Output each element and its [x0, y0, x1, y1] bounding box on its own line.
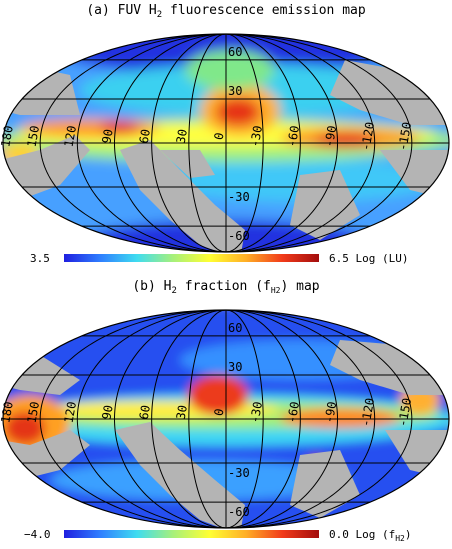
- longitude-label: 60: [137, 404, 153, 421]
- longitude-label: -120: [358, 121, 377, 152]
- fuv-emission-map: 180 150 120 90 60 30 0 -30 -60 -90 -120 -150 60 30 -3…: [0, 33, 450, 253]
- longitude-label: 150: [24, 124, 42, 148]
- longitude-label: 120: [62, 124, 80, 148]
- colorbar-b-min: −4.0: [24, 528, 51, 541]
- colorbar-a-max: 6.5 Log (LU): [329, 252, 408, 265]
- latitude-label: 30: [228, 360, 242, 374]
- emission-hotspot-right: [315, 132, 375, 148]
- fraction-left-red: [5, 412, 45, 444]
- longitude-label: 30: [174, 128, 190, 145]
- colorbar-a-min: 3.5: [30, 252, 50, 265]
- fraction-center-red: [188, 375, 248, 415]
- emission-hotspot-left: [100, 121, 140, 135]
- longitude-label: 120: [62, 400, 80, 424]
- latitude-label: -60: [228, 505, 250, 519]
- longitude-label: 0: [212, 408, 227, 418]
- graticule: [3, 309, 449, 529]
- emission-central-core: [216, 98, 260, 126]
- latitude-label: 60: [228, 321, 242, 335]
- longitude-label: -120: [358, 397, 377, 428]
- longitude-label: -60: [285, 124, 303, 148]
- longitude-label: -60: [285, 400, 303, 424]
- latitude-label: 30: [228, 84, 242, 98]
- latitude-label: -60: [228, 229, 250, 243]
- panel-a-title: (a) FUV H2 fluorescence emission map: [86, 3, 366, 20]
- longitude-label: 180: [0, 124, 16, 148]
- nodata-arc-south: [120, 140, 245, 252]
- panel-b-title: (b) H2 fraction (fH2) map: [132, 279, 319, 296]
- colorbar-b: [64, 530, 319, 538]
- longitude-labels: 180 150 120 90 60 30 0 -30 -60 -90 -120 -150: [0, 121, 414, 152]
- latitude-labels: 60 30 -30 -60: [228, 45, 250, 243]
- h2-fraction-map: 180 150 120 90 60 30 0 -30 -60 -90 -120 -150 60 30 -3…: [0, 309, 450, 529]
- longitude-label: -150: [395, 121, 414, 152]
- longitude-label: -30: [247, 400, 265, 424]
- longitude-label: -90: [322, 400, 340, 424]
- latitude-label: -30: [228, 466, 250, 480]
- longitude-label: -150: [395, 397, 414, 428]
- longitude-label: -90: [322, 124, 340, 148]
- colorbar-a: [64, 254, 319, 262]
- map-outline: [2, 309, 450, 529]
- longitude-label: -30: [247, 124, 265, 148]
- nodata-bottom-right: [290, 450, 360, 518]
- graticule: [3, 33, 449, 253]
- longitude-label: 30: [174, 404, 190, 421]
- colorbar-b-max: 0.0 Log (fH2): [329, 528, 412, 543]
- longitude-label: 150: [24, 400, 42, 424]
- longitude-label: 180: [0, 400, 16, 424]
- fraction-right-orange: [280, 408, 400, 428]
- longitude-label: 60: [137, 128, 153, 145]
- nodata-center-south: [160, 150, 215, 178]
- latitude-label: 60: [228, 45, 242, 59]
- nodata-arc-south: [115, 422, 245, 528]
- longitude-labels: 180 150 120 90 60 30 0 -30 -60 -90 -120 -150: [0, 397, 414, 428]
- longitude-label: 90: [99, 128, 115, 145]
- latitude-labels: 60 30 -30 -60: [228, 321, 250, 519]
- map-outline: [2, 33, 450, 253]
- longitude-label: 0: [212, 132, 227, 142]
- latitude-label: -30: [228, 190, 250, 204]
- longitude-label: 90: [99, 404, 115, 421]
- nodata-top-right: [330, 340, 449, 395]
